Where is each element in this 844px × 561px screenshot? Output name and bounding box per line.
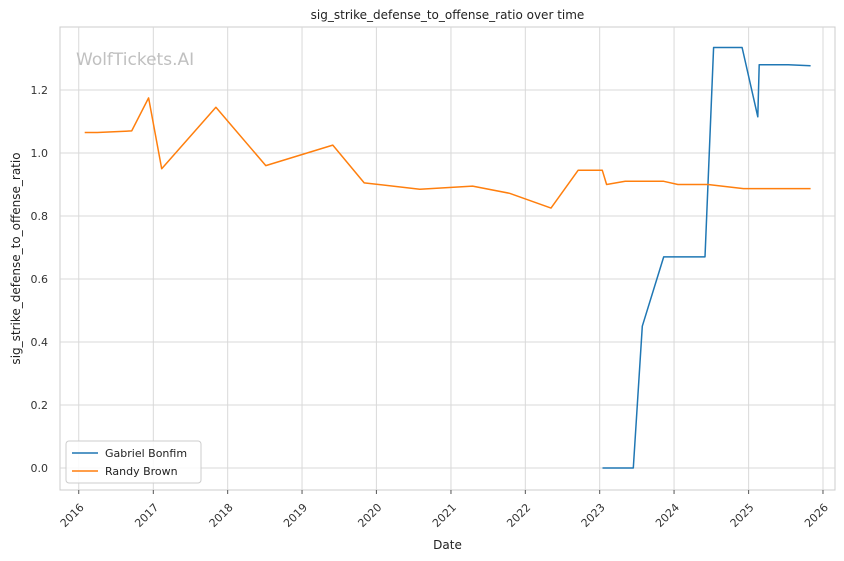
series-line-1: [84, 97, 811, 209]
legend-label: Randy Brown: [105, 465, 178, 478]
x-axis-label: Date: [433, 538, 462, 552]
y-tick-label: 0.0: [31, 462, 49, 475]
y-tick-label: 0.6: [31, 273, 49, 286]
y-tick-label: 0.4: [31, 336, 49, 349]
plot-area: [59, 26, 836, 491]
y-tick-label: 1.0: [31, 147, 49, 160]
watermark: WolfTickets.AI: [76, 50, 194, 70]
y-tick-label: 1.2: [31, 84, 49, 97]
legend-box: [65, 440, 202, 484]
y-axis: 0.0 0.2 0.4 0.6 0.8 1.0 1.2: [31, 84, 49, 475]
y-tick-label: 0.2: [31, 399, 49, 412]
series-line-0: [602, 46, 811, 469]
y-tick-label: 0.8: [31, 210, 49, 223]
legend: Gabriel Bonfim Randy Brown: [65, 440, 202, 484]
grid: [60, 27, 835, 490]
series-lines: [84, 46, 811, 469]
y-axis-label: sig_strike_defense_to_offense_ratio: [9, 152, 23, 364]
legend-label: Gabriel Bonfim: [105, 447, 187, 460]
chart-title: sig_strike_defense_to_offense_ratio over…: [311, 8, 585, 22]
